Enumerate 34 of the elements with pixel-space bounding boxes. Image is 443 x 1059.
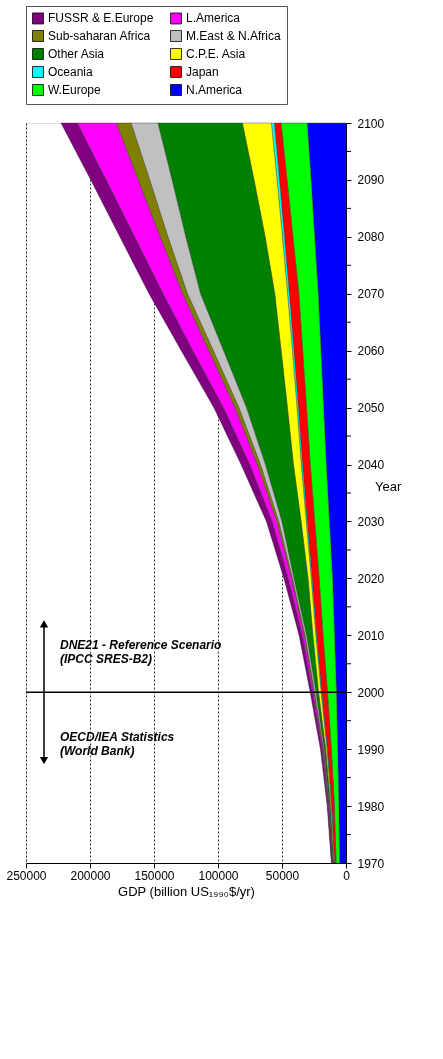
y-tick-label: 2070: [357, 287, 385, 302]
annotation: OECD/IEA Statistics (World Bank): [60, 730, 175, 759]
legend-label: M.East & N.Africa: [186, 29, 282, 43]
y-tick-label: 1970: [357, 856, 385, 871]
y-tick-label: 2030: [357, 514, 385, 529]
y-tick-label: 2040: [357, 458, 385, 473]
y-tick-label: 2100: [357, 116, 385, 131]
legend-label: Oceania: [48, 65, 94, 79]
legend-label: W.Europe: [48, 83, 102, 97]
y-tick-label: 1990: [357, 742, 385, 757]
y-tick-label: 2090: [357, 173, 385, 188]
y-tick-label: 2010: [357, 628, 385, 643]
y-tick-label: 2050: [357, 401, 385, 416]
y-tick-label: 2000: [357, 685, 385, 700]
x-tick-label: 200000: [70, 868, 111, 883]
x-tick-label: 100000: [198, 868, 239, 883]
x-tick-label: 50000: [265, 868, 300, 883]
legend-label: Other Asia: [48, 47, 105, 61]
legend-label: C.P.E. Asia: [186, 47, 246, 61]
legend-label: FUSSR & E.Europe: [48, 11, 154, 26]
legend-label: L.America: [186, 11, 241, 26]
x-tick-label: 0: [343, 868, 351, 883]
legend-label: Sub-saharan Africa: [48, 29, 151, 43]
legend-label: N.America: [186, 83, 243, 97]
y-tick-label: 1980: [357, 799, 385, 814]
annotation: DNE21 - Reference Scenario (IPCC SRES-B2): [60, 638, 222, 667]
y-axis-title: Year: [375, 478, 402, 494]
y-tick-label: 2060: [357, 344, 385, 359]
y-tick-label: 2020: [357, 571, 385, 586]
legend-label: Japan: [186, 65, 219, 79]
x-tick-label: 250000: [6, 868, 47, 883]
y-tick-label: 2080: [357, 230, 385, 245]
x-tick-label: 150000: [134, 868, 175, 883]
x-axis-title: GDP (billion US₁₉₉₀$/yr): [118, 883, 255, 899]
